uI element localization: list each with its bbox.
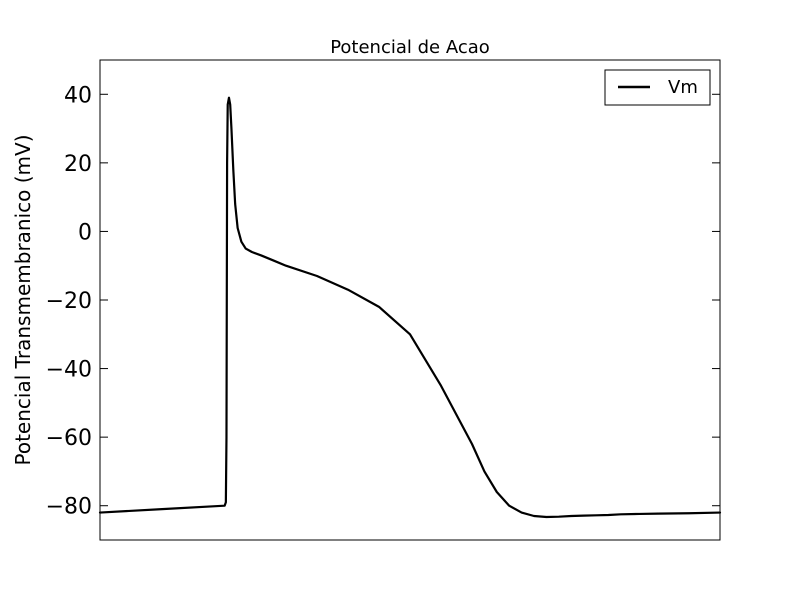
- legend-label-vm: Vm: [668, 77, 698, 98]
- y-tick-label: 20: [64, 152, 92, 177]
- series-line-vm: [98, 96, 722, 519]
- plot-frame: [99, 59, 721, 541]
- y-axis-label: Potencial Transmembranico (mV): [11, 134, 35, 465]
- y-tick-label: 40: [64, 83, 92, 108]
- y-axis-ticks: 40 20 0 −20 −40 −60 −80: [46, 83, 720, 520]
- y-tick-label: 0: [78, 220, 92, 245]
- y-tick-label: −80: [46, 495, 92, 520]
- chart-title: Potencial de Acao: [330, 37, 490, 58]
- y-tick-label: −20: [46, 289, 92, 314]
- legend: Vm: [604, 69, 711, 106]
- y-tick-label: −40: [46, 358, 92, 383]
- y-tick-label: −60: [46, 426, 92, 451]
